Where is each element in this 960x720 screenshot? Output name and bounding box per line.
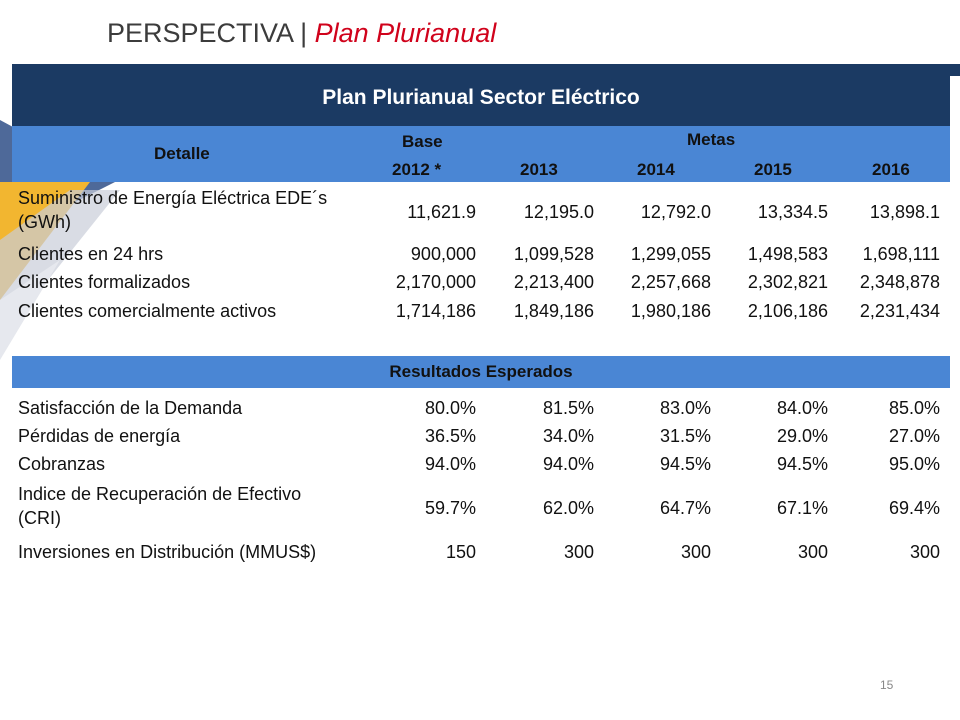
value-2015: 1,498,583 [747,244,828,264]
value-2014: 94.5% [659,454,711,474]
header-base: Base [402,132,443,151]
value-2015: 84.0% [776,398,828,418]
header-year-2012: 2012 * [392,160,442,179]
header-detalle: Detalle [154,144,210,163]
row-label: Indice de Recuperación de Efectivo (CRI) [18,482,301,530]
table-row: Clientes en 24 hrs 900,000 1,099,528 1,2… [12,242,950,268]
value-2012: 36.5% [424,426,476,446]
value-2014: 1,299,055 [630,244,711,264]
row-label: Cobranzas [18,454,106,474]
value-2013: 1,099,528 [513,244,594,264]
row-label: Clientes en 24 hrs [18,244,164,264]
value-2016: 2,348,878 [859,272,940,292]
value-2016: 95.0% [888,454,940,474]
value-2016: 69.4% [888,498,940,518]
value-2014: 12,792.0 [640,202,711,222]
table-row: Satisfacción de la Demanda 80.0% 81.5% 8… [12,396,950,422]
value-2015: 29.0% [776,426,828,446]
value-2014: 1,980,186 [630,301,711,321]
value-2015: 94.5% [776,454,828,474]
value-2012: 900,000 [410,244,476,264]
value-2013: 2,213,400 [513,272,594,292]
value-2013: 1,849,186 [513,301,594,321]
table-row: Indice de Recuperación de Efectivo (CRI)… [12,482,950,534]
row-label-line1: Suministro de Energía Eléctrica EDE´s [18,188,328,208]
value-2012: 59.7% [424,498,476,518]
value-2013: 62.0% [542,498,594,518]
table-row: Pérdidas de energía 36.5% 34.0% 31.5% 29… [12,424,950,450]
row-label: Satisfacción de la Demanda [18,398,243,418]
row-label: Clientes formalizados [18,272,191,292]
value-2013: 12,195.0 [523,202,594,222]
value-2013: 300 [563,542,594,562]
header-year-2016: 2016 [872,160,910,179]
row-label-line2: (GWh) [18,212,71,232]
value-2015: 13,334.5 [757,202,828,222]
slide-title-main: PERSPECTIVA [107,18,293,48]
value-2016: 1,698,111 [862,244,940,264]
row-label: Pérdidas de energía [18,426,181,446]
page-number: 15 [880,678,894,692]
value-2013: 81.5% [542,398,594,418]
value-2016: 300 [909,542,940,562]
slide-title-separator: | [300,18,308,48]
value-2012: 150 [445,542,476,562]
value-2014: 83.0% [659,398,711,418]
table-header: Detalle Base Metas 2012 * 2013 2014 2015… [12,126,950,182]
header-metas: Metas [687,130,736,149]
value-2016: 2,231,434 [859,301,940,321]
value-2012: 94.0% [424,454,476,474]
header-year-2014: 2014 [637,160,675,179]
value-2014: 31.5% [659,426,711,446]
value-2012: 1,714,186 [395,301,476,321]
table-row: Suministro de Energía Eléctrica EDE´s (G… [12,186,950,238]
value-2013: 34.0% [542,426,594,446]
header-year-2013: 2013 [520,160,558,179]
slide-title: PERSPECTIVA | Plan Plurianual [107,18,496,49]
table-row: Cobranzas 94.0% 94.0% 94.5% 94.5% 95.0% [12,452,950,478]
row-label-line1: Indice de Recuperación de Efectivo [18,484,302,504]
value-2012: 80.0% [424,398,476,418]
table-banner: Plan Plurianual Sector Eléctrico [12,70,950,126]
value-2015: 67.1% [776,498,828,518]
table-row: Clientes comercialmente activos 1,714,18… [12,299,950,325]
value-2015: 300 [797,542,828,562]
header-year-2015: 2015 [754,160,792,179]
value-2012: 11,621.9 [407,202,476,222]
row-label: Inversiones en Distribución (MMUS$) [18,542,317,562]
value-2016: 13,898.1 [869,202,940,222]
value-2013: 94.0% [542,454,594,474]
row-label: Clientes comercialmente activos [18,301,277,321]
slide-title-subtitle: Plan Plurianual [314,18,497,48]
value-2014: 64.7% [659,498,711,518]
table-row: Clientes formalizados 2,170,000 2,213,40… [12,270,950,296]
value-2016: 85.0% [888,398,940,418]
row-label-line2: (CRI) [18,508,61,528]
top-bar [12,64,948,70]
value-2015: 2,106,186 [747,301,828,321]
value-2012: 2,170,000 [395,272,476,292]
row-label: Suministro de Energía Eléctrica EDE´s (G… [18,186,327,234]
value-2014: 2,257,668 [630,272,711,292]
table-row: Inversiones en Distribución (MMUS$) 150 … [12,540,950,566]
value-2014: 300 [680,542,711,562]
value-2016: 27.0% [888,426,940,446]
value-2015: 2,302,821 [747,272,828,292]
section-header-resultados: Resultados Esperados [12,356,950,388]
